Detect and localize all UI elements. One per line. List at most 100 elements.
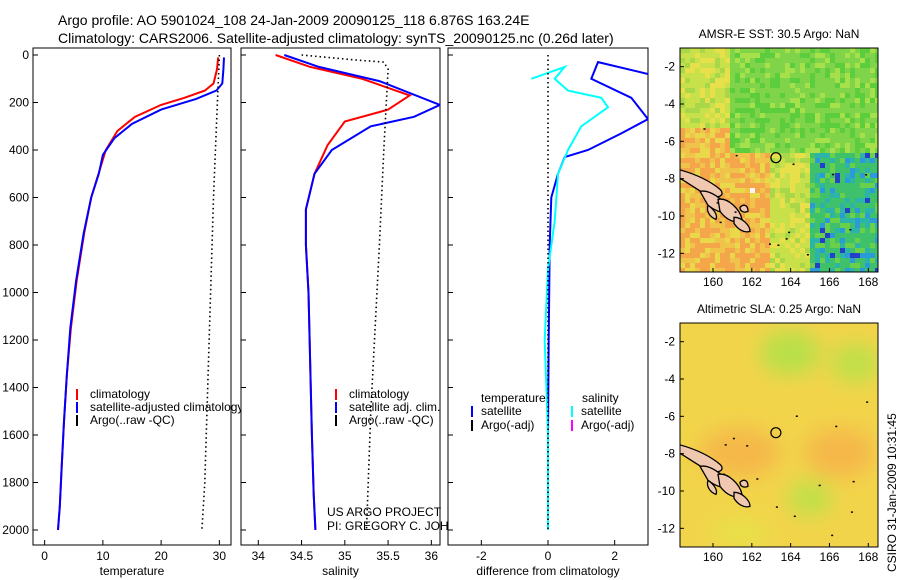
sst-cell [780, 263, 786, 269]
sst-cell [700, 63, 706, 69]
sst-cell [790, 168, 796, 174]
sst-cell [685, 58, 691, 64]
sst-cell [865, 158, 871, 164]
series-line-satellite-salinity- [530, 64, 610, 530]
sst-cell [835, 108, 841, 114]
sst-cell [775, 118, 781, 124]
sst-cell [845, 238, 851, 244]
sst-cell [735, 53, 741, 59]
sst-cell [825, 263, 831, 269]
sst-cell [870, 123, 876, 129]
sst-cell [765, 83, 771, 89]
sst-cell [850, 213, 856, 219]
sst-cell [685, 108, 691, 114]
sst-cell [775, 113, 781, 119]
sst-cell [750, 238, 756, 244]
sst-cell [785, 98, 791, 104]
sst-cell [815, 98, 821, 104]
sst-cell [870, 93, 876, 99]
sst-cell [815, 258, 821, 264]
sst-cell [765, 218, 771, 224]
sst-cell [850, 208, 856, 214]
sst-cell [825, 248, 831, 254]
legend-entry: Argo(..raw -QC) [90, 413, 175, 427]
sst-cell [830, 158, 836, 164]
sst-cell [775, 143, 781, 149]
sst-cell [815, 253, 821, 259]
sst-cell [765, 243, 771, 249]
sst-cell [805, 203, 811, 209]
sst-cell [800, 203, 806, 209]
sst-cell [755, 203, 761, 209]
sst-cell [690, 118, 696, 124]
map-y-tick-label: -10 [658, 209, 676, 223]
sst-cell [730, 163, 736, 169]
sst-cell [810, 253, 816, 259]
sst-cell [805, 223, 811, 229]
sst-cell [700, 163, 706, 169]
sst-cell [750, 228, 756, 234]
sst-cell [825, 173, 831, 179]
sst-cell [805, 268, 811, 272]
sst-cell [690, 228, 696, 234]
sst-cell [730, 83, 736, 89]
sst-cell [790, 238, 796, 244]
sst-cell [740, 138, 746, 144]
sst-cell [840, 168, 846, 174]
sst-cell [720, 88, 726, 94]
sst-cell [870, 248, 876, 254]
sst-cell [720, 193, 726, 199]
sst-cell [845, 78, 851, 84]
sst-cell [765, 143, 771, 149]
sst-cell [790, 158, 796, 164]
sst-cell [870, 108, 876, 114]
sst-cell [825, 233, 831, 239]
sst-cell [820, 168, 826, 174]
sst-cell [730, 68, 736, 74]
sst-cell [860, 68, 866, 74]
sst-cell [715, 213, 721, 219]
sst-cell [810, 223, 816, 229]
sst-cell [810, 103, 816, 109]
sst-cell [830, 208, 836, 214]
sst-cell [720, 238, 726, 244]
sst-cell [750, 148, 756, 154]
sst-cell [840, 118, 846, 124]
sst-cell [855, 188, 861, 194]
sst-cell [725, 258, 731, 264]
map-y-tick-label: -12 [658, 246, 676, 260]
sst-cell [700, 258, 706, 264]
sst-cell [715, 103, 721, 109]
sst-cell [745, 198, 751, 204]
sst-cell [735, 203, 741, 209]
sst-cell [875, 168, 878, 174]
sst-cell [810, 53, 816, 59]
sst-cell [815, 83, 821, 89]
sst-cell [875, 163, 878, 169]
sst-cell [775, 268, 781, 272]
sst-cell [810, 138, 816, 144]
sst-cell [850, 253, 856, 259]
sst-cell [750, 93, 756, 99]
sst-cell [785, 58, 791, 64]
sst-cell [685, 143, 691, 149]
sst-cell [775, 158, 781, 164]
sst-cell [720, 248, 726, 254]
sst-cell [810, 88, 816, 94]
sst-cell [725, 268, 731, 272]
sst-cell [770, 258, 776, 264]
sst-cell [835, 193, 841, 199]
sst-cell [695, 193, 701, 199]
sst-cell [875, 243, 878, 249]
sst-cell [720, 93, 726, 99]
sst-cell [710, 223, 716, 229]
small-island [852, 480, 855, 483]
sst-cell [680, 138, 686, 144]
sst-cell [765, 233, 771, 239]
sst-cell [735, 243, 741, 249]
sst-cell [850, 233, 856, 239]
sst-cell [790, 263, 796, 269]
sst-cell [695, 63, 701, 69]
sst-cell [775, 148, 781, 154]
sst-cell [685, 68, 691, 74]
